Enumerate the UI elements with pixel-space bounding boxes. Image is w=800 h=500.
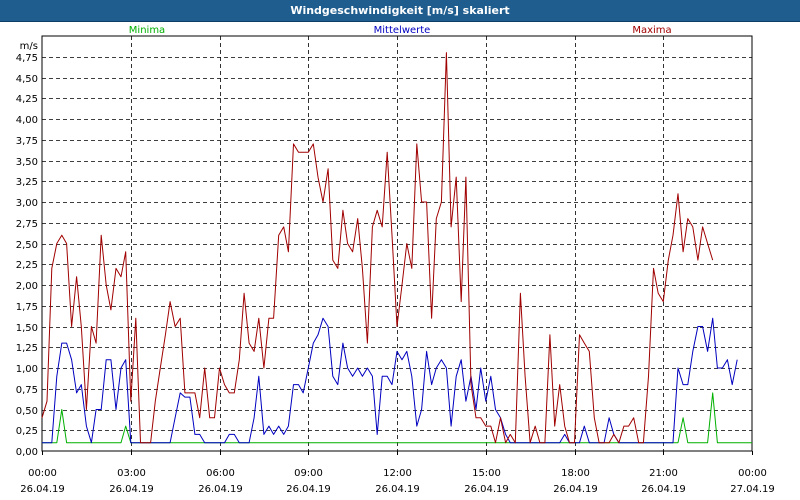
y-tick-label: 2,50 [16,240,38,251]
legend: Minima Mittelwerte Maxima [129,25,672,36]
y-tick-label: 0,50 [16,406,38,417]
y-tick-label: 4,00 [16,115,38,126]
series-line-mittelwerte [42,317,738,444]
y-tick-label: 0,75 [16,385,38,396]
y-tick-label: 3,75 [16,136,38,147]
x-tick-time-label: 06:00 [206,468,235,479]
plot-area [41,35,753,452]
grid [41,35,753,452]
y-tick-label: 2,25 [16,260,38,271]
window-title: Windgeschwindigkeit [m/s] skaliert [0,0,800,22]
y-tick-label: 3,50 [16,157,38,168]
legend-label-maxima: Maxima [632,25,671,36]
legend-label-minima: Minima [129,25,165,36]
y-tick-label: 1,50 [16,323,38,334]
series-line-maxima [41,52,714,444]
y-tick-label: 1,25 [16,343,38,354]
x-tick-time-label: 03:00 [117,468,146,479]
x-tick-time-label: 21:00 [649,468,678,479]
x-tick-time-label: 18:00 [561,468,590,479]
series-line-minima [42,392,752,444]
x-tick-date-label: 26.04.19 [464,484,509,495]
x-tick-date-label: 26.04.19 [375,484,420,495]
x-tick-date-label: 26.04.19 [286,484,331,495]
y-tick-label: 2,00 [16,281,38,292]
y-tick-label: 4,75 [16,53,38,64]
x-tick-time-label: 15:00 [472,468,501,479]
x-tick-date-label: 26.04.19 [109,484,154,495]
x-tick-time-label: 00:00 [738,468,767,479]
y-tick-label: 1,75 [16,302,38,313]
x-tick-time-label: 12:00 [383,468,412,479]
x-tick-date-label: 26.04.19 [20,484,65,495]
x-tick-time-label: 00:00 [28,468,57,479]
x-tick-date-label: 26.04.19 [198,484,243,495]
x-tick-date-label: 26.04.19 [641,484,686,495]
axes: 0,00 0,25 0,50 0,75 1,00 1,25 1,50 1,75 2,00 2,25… [16,41,775,495]
x-tick-time-label: 09:00 [294,468,323,479]
y-tick-label: 0,25 [16,426,38,437]
x-tick-date-label: 26.04.19 [553,484,598,495]
y-tick-label: 4,25 [16,94,38,105]
y-tick-label: 4,50 [16,74,38,85]
y-tick-label: 3,00 [16,198,38,209]
y-tick-label: 2,75 [16,219,38,230]
y-tick-label: 1,00 [16,364,38,375]
x-tick-date-label: 27.04.19 [730,484,775,495]
series-lines [41,52,752,444]
y-tick-label: 0,00 [16,447,38,458]
y-axis-unit-label: m/s [20,41,38,52]
legend-label-mittelwerte: Mittelwerte [374,25,431,36]
y-tick-label: 3,25 [16,177,38,188]
